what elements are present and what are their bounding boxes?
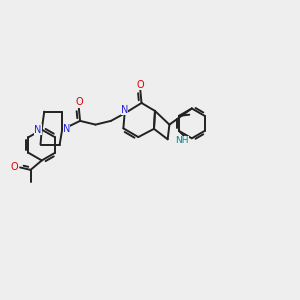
Text: O: O	[136, 80, 144, 90]
Text: O: O	[75, 98, 82, 107]
Text: NH: NH	[175, 136, 189, 145]
Text: N: N	[121, 105, 128, 115]
Text: N: N	[63, 124, 70, 134]
Text: O: O	[11, 162, 18, 172]
Text: N: N	[34, 124, 42, 135]
